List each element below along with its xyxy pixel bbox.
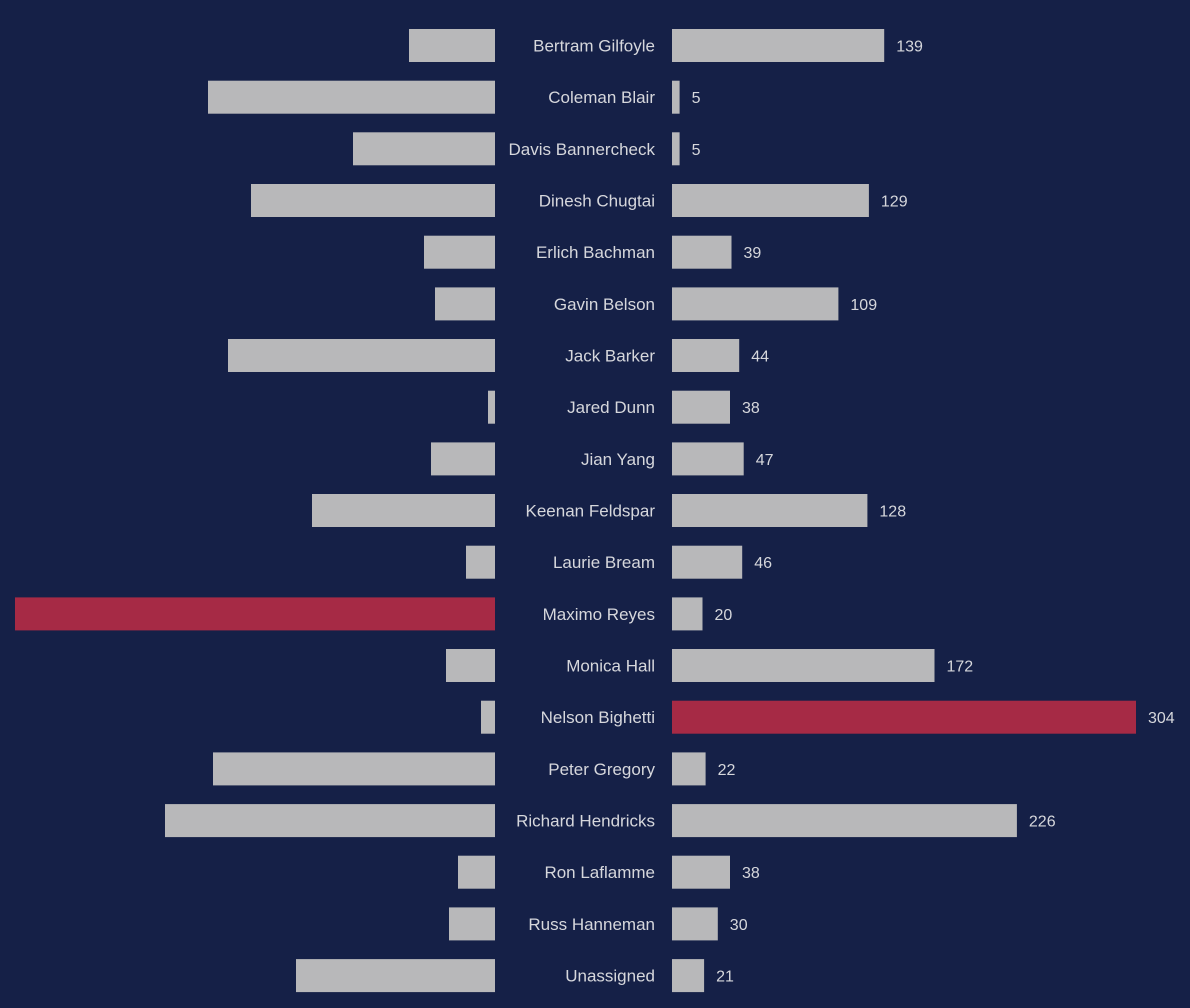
right-value-label: 129 [881, 194, 908, 211]
left-bar[interactable] [431, 442, 495, 476]
left-bar[interactable] [424, 235, 495, 269]
right-bar[interactable] [672, 80, 680, 114]
right-bar[interactable] [672, 804, 1017, 838]
right-bar[interactable] [672, 132, 680, 166]
chart-row-dinesh-chugtai: Dinesh Chugtai 129 [251, 184, 908, 217]
right-bar[interactable] [672, 959, 705, 993]
category-label: Russ Hanneman [528, 915, 655, 934]
right-bar[interactable] [672, 907, 718, 941]
left-bar[interactable] [15, 597, 495, 631]
right-bar[interactable] [672, 235, 732, 269]
right-value-label: 139 [896, 39, 923, 56]
chart-row-coleman-blair: Coleman Blair 5 [208, 80, 701, 114]
right-bar[interactable] [672, 597, 703, 631]
category-label: Dinesh Chugtai [539, 192, 655, 211]
chart-row-russ-hanneman: Russ Hanneman 30 [449, 907, 748, 941]
right-bar[interactable] [672, 855, 730, 889]
chart-row-unassigned: Unassigned 21 [296, 959, 734, 993]
category-label: Bertram Gilfoyle [533, 37, 655, 56]
left-bar[interactable] [213, 752, 495, 786]
category-label: Monica Hall [566, 657, 655, 676]
category-label: Unassigned [565, 967, 655, 986]
right-value-label: 109 [850, 297, 877, 314]
right-value-label: 304 [1148, 710, 1175, 727]
right-value-label: 39 [744, 245, 762, 262]
chart-row-richard-hendricks: Richard Hendricks 226 [165, 804, 1056, 838]
right-value-label: 30 [730, 917, 748, 934]
chart-row-erlich-bachman: Erlich Bachman 39 [424, 235, 762, 269]
category-label: Jian Yang [581, 450, 655, 469]
right-value-label: 44 [751, 349, 769, 366]
left-bar[interactable] [458, 855, 495, 889]
right-value-label: 172 [947, 659, 974, 676]
chart-row-davis-bannercheck: Davis Bannercheck 5 [353, 132, 701, 166]
left-bar[interactable] [466, 545, 495, 579]
right-bar[interactable] [672, 339, 740, 372]
chart-row-keenan-feldspar: Keenan Feldspar 128 [312, 494, 906, 527]
right-bar[interactable] [672, 494, 868, 527]
category-label: Keenan Feldspar [526, 502, 656, 521]
left-bar[interactable] [208, 80, 495, 114]
right-bar[interactable] [672, 184, 869, 217]
chart-row-ron-laflamme: Ron Laflamme 38 [458, 855, 760, 889]
left-bar[interactable] [409, 29, 495, 62]
right-bar[interactable] [672, 752, 706, 786]
right-bar[interactable] [672, 649, 935, 682]
chart-row-jack-barker: Jack Barker 44 [228, 339, 769, 372]
category-label: Maximo Reyes [543, 605, 655, 624]
chart-row-jared-dunn: Jared Dunn 38 [488, 390, 760, 424]
right-value-label: 20 [715, 607, 733, 624]
right-bar[interactable] [672, 442, 744, 476]
chart-row-laurie-bream: Laurie Bream 46 [466, 545, 772, 579]
category-label: Laurie Bream [553, 553, 655, 572]
chart-row-peter-gregory: Peter Gregory 22 [213, 752, 736, 786]
category-label: Richard Hendricks [516, 812, 655, 831]
left-bar[interactable] [353, 132, 495, 166]
chart-row-jian-yang: Jian Yang 47 [431, 442, 774, 476]
right-bar[interactable] [672, 545, 743, 579]
right-value-label: 128 [879, 504, 906, 521]
chart-row-gavin-belson: Gavin Belson 109 [435, 287, 877, 321]
left-bar[interactable] [165, 804, 495, 838]
category-label: Coleman Blair [548, 88, 655, 107]
left-bar[interactable] [435, 287, 495, 321]
right-bar[interactable] [672, 29, 885, 62]
right-value-label: 22 [718, 762, 736, 779]
left-bar[interactable] [228, 339, 495, 372]
right-value-label: 226 [1029, 814, 1056, 831]
category-label: Nelson Bighetti [541, 708, 655, 727]
right-value-label: 5 [692, 90, 701, 107]
right-bar[interactable] [672, 700, 1136, 734]
right-value-label: 21 [716, 969, 734, 986]
category-label: Davis Bannercheck [509, 140, 656, 159]
right-value-label: 5 [692, 142, 701, 159]
category-label: Peter Gregory [548, 760, 655, 779]
left-bar[interactable] [481, 700, 495, 734]
category-label: Gavin Belson [554, 295, 655, 314]
right-value-label: 38 [742, 400, 760, 417]
left-bar[interactable] [449, 907, 495, 941]
category-label: Ron Laflamme [544, 863, 655, 882]
right-bar[interactable] [672, 287, 839, 321]
left-bar[interactable] [296, 959, 495, 993]
left-bar[interactable] [488, 390, 495, 424]
category-label: Jared Dunn [567, 398, 655, 417]
chart-row-monica-hall: Monica Hall 172 [446, 649, 973, 682]
category-label: Jack Barker [565, 347, 655, 366]
right-value-label: 46 [754, 555, 772, 572]
left-bar[interactable] [251, 184, 495, 217]
right-bar[interactable] [672, 390, 730, 424]
chart-row-bertram-gilfoyle: Bertram Gilfoyle 139 [409, 29, 923, 62]
chart-row-maximo-reyes: Maximo Reyes 20 [15, 597, 733, 631]
left-bar[interactable] [446, 649, 495, 682]
chart-row-nelson-bighetti: Nelson Bighetti 304 [481, 700, 1175, 734]
right-value-label: 47 [756, 452, 774, 469]
left-bar[interactable] [312, 494, 495, 527]
right-value-label: 38 [742, 865, 760, 882]
category-label: Erlich Bachman [536, 243, 655, 262]
